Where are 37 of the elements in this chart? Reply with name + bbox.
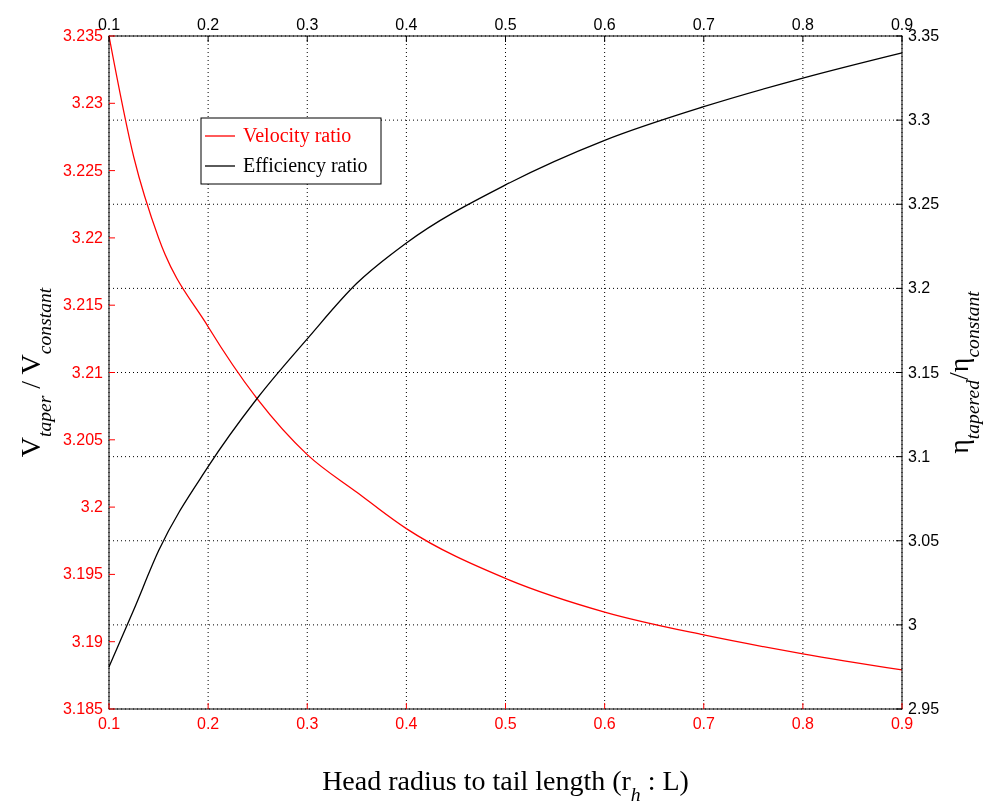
legend-label: Velocity ratio (243, 124, 352, 147)
y2-tick-label: 3.25 (908, 195, 940, 213)
x-axis-title: Head radius to tail length (r$_{h}$ : L) (322, 765, 689, 803)
y2-tick-label: 3.15 (908, 363, 940, 381)
y2-tick-label: 3.3 (908, 111, 931, 129)
y-tick-label: 3.21 (71, 363, 104, 381)
x2-tick-label: 0.6 (593, 715, 616, 732)
legend-label: Efficiency ratio (243, 154, 368, 177)
x2-tick-label: 0.9 (890, 715, 914, 732)
x-tick-label: 0.8 (791, 16, 815, 33)
y-tick-label: 3.2 (80, 498, 104, 516)
y2-tick-label: 3.2 (908, 279, 931, 297)
x-tick-label: 0.5 (494, 16, 517, 33)
y-tick-label: 3.23 (71, 94, 104, 112)
y2-tick-label: 3.1 (908, 447, 931, 465)
y-tick-label: 3.195 (62, 565, 104, 583)
y-tick-label: 3.22 (71, 228, 104, 246)
x-tick-label: 0.6 (593, 16, 616, 33)
x-tick-label: 0.3 (296, 16, 319, 33)
y-tick-label: 3.215 (62, 296, 104, 314)
y2-tick-label: 3 (908, 615, 917, 633)
y-tick-label: 3.19 (71, 632, 104, 650)
y-tick-label: 3.205 (62, 430, 104, 448)
x2-tick-label: 0.2 (197, 715, 220, 732)
y-tick-label: 3.185 (62, 700, 104, 717)
x2-tick-label: 0.7 (692, 715, 715, 732)
x2-tick-label: 0.3 (296, 715, 319, 732)
y2-tick-label: 3.05 (908, 531, 940, 549)
x-tick-label: 0.7 (692, 16, 715, 33)
x-tick-label: 0.4 (395, 16, 418, 33)
x2-tick-label: 0.5 (494, 715, 517, 732)
x-tick-label: 0.2 (197, 16, 220, 33)
x2-tick-label: 0.8 (791, 715, 815, 732)
x2-tick-label: 0.4 (395, 715, 418, 732)
y-tick-label: 3.225 (62, 161, 104, 179)
x2-tick-label: 0.1 (97, 715, 121, 732)
y2-tick-label: 2.95 (908, 700, 940, 717)
